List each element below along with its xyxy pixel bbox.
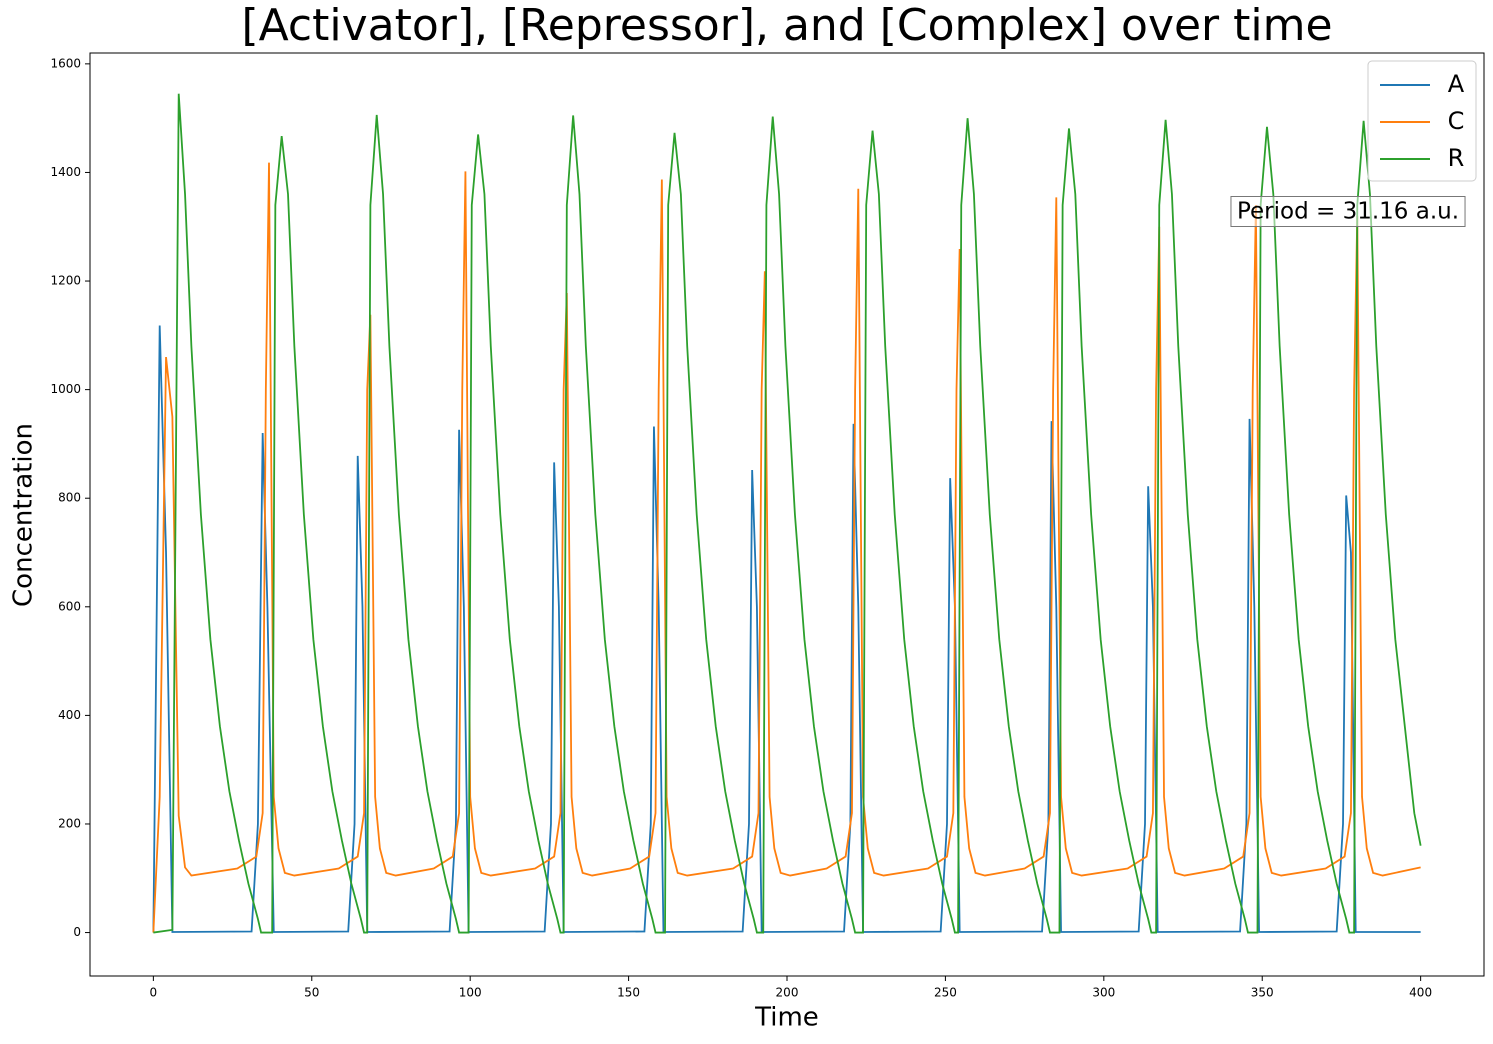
series-line — [152, 162, 1421, 933]
x-tick-label: 0 — [150, 986, 158, 1000]
annotation-box — [1230, 196, 1466, 227]
y-tick-label: 600 — [58, 599, 81, 613]
y-tick-label: 0 — [73, 925, 81, 939]
plot-frame — [89, 52, 1485, 977]
x-tick-label: 50 — [304, 986, 319, 1000]
y-axis-label: Concentration — [9, 423, 39, 607]
x-tick-label: 200 — [776, 986, 799, 1000]
y-tick-label: 800 — [58, 491, 81, 505]
chart-title: [Activator], [Repressor], and [Complex] … — [241, 0, 1332, 51]
annotation: Period = 31.16 a.u. — [1237, 199, 1459, 225]
y-tick-label: 1200 — [50, 274, 81, 288]
y-tick-label: 1400 — [50, 165, 81, 179]
y-tick-label: 1600 — [50, 56, 81, 70]
x-tick-label: 100 — [459, 986, 482, 1000]
series-line — [153, 93, 1422, 934]
legend-label: R — [1448, 144, 1465, 172]
x-tick-label: 400 — [1409, 986, 1432, 1000]
x-axis-label: Time — [754, 1003, 819, 1033]
x-tick-label: 250 — [934, 986, 957, 1000]
y-tick-label: 400 — [58, 708, 81, 722]
legend-label: A — [1448, 70, 1465, 98]
y-tick-label: 200 — [58, 816, 81, 830]
x-tick-label: 350 — [1251, 986, 1274, 1000]
y-tick-label: 1000 — [50, 382, 81, 396]
series-line — [152, 325, 1421, 933]
legend-label: C — [1448, 107, 1465, 135]
x-tick-label: 300 — [1092, 986, 1115, 1000]
x-tick-label: 150 — [617, 986, 640, 1000]
